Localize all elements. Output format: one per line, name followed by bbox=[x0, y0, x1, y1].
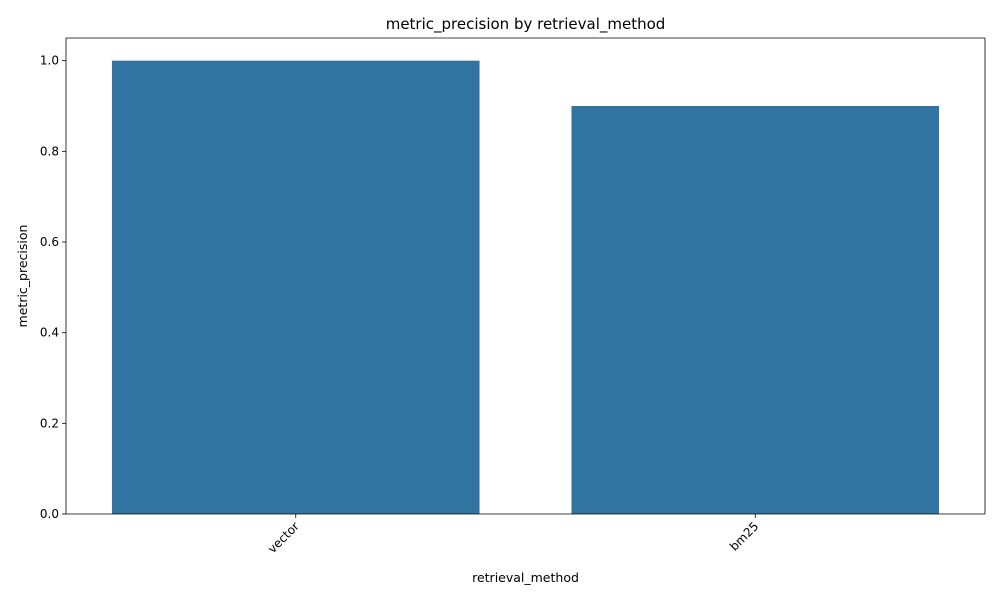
y-axis-title: metric_precision bbox=[15, 225, 30, 328]
y-tick-label: 0.2 bbox=[40, 416, 59, 430]
x-axis-title: retrieval_method bbox=[472, 570, 579, 585]
bar-vector bbox=[111, 60, 480, 515]
y-tick-label: 0.0 bbox=[40, 507, 59, 521]
plot-area-frame bbox=[65, 37, 986, 515]
y-tick-label: 1.0 bbox=[40, 54, 59, 68]
y-tick-label: 0.4 bbox=[40, 326, 59, 340]
y-tick-label: 0.6 bbox=[40, 235, 59, 249]
y-tick-label: 0.8 bbox=[40, 144, 59, 158]
bars-group bbox=[111, 60, 940, 515]
chart-title: metric_precision by retrieval_method bbox=[386, 15, 666, 34]
bar-bm25 bbox=[571, 106, 940, 514]
